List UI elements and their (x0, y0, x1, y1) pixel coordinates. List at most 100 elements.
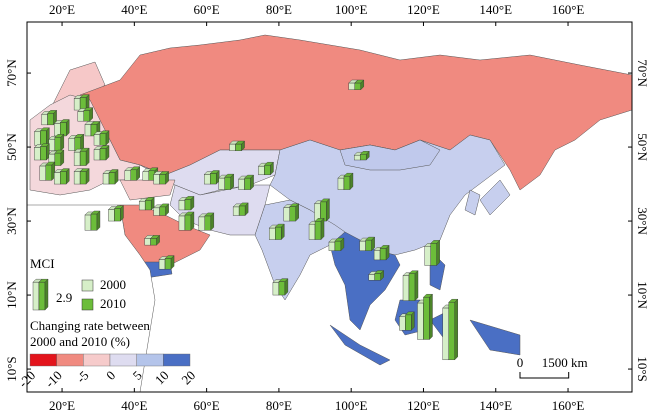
mci-2010-bar-part (270, 161, 274, 176)
mci-2000-bar-part (153, 207, 160, 216)
mci-2000-bar-part (417, 302, 424, 340)
mci-2000-bar-part (238, 178, 245, 190)
mci-2010-bar-part (165, 203, 169, 216)
mci-2000-bar-part (54, 123, 61, 137)
mci-2010-bar (204, 212, 215, 231)
mci-2000-bar-part (348, 82, 355, 90)
lat-tick-label: 10°N (4, 281, 19, 309)
mci-2000-bar-part (48, 139, 56, 151)
mci-2010-bar-part (96, 210, 101, 231)
map-frame (26, 21, 633, 393)
mci-2000-bar-part (373, 250, 381, 261)
lat-tick-label: 70°N (635, 59, 650, 87)
mci-2010-bar-part (430, 243, 437, 266)
mci-2010-bar-part (360, 79, 364, 91)
lon-tick-label: 20°E (49, 398, 75, 413)
mci-2010-bar (404, 311, 415, 331)
region-japan (479, 179, 511, 216)
mci-2010-bar-part (334, 240, 342, 251)
scale-bar-label: 1500 km (542, 355, 588, 370)
mci-2010-bar (359, 150, 370, 161)
mci-2010-bar-part (244, 202, 249, 216)
mci-2000-bar-part (54, 172, 61, 185)
mci-2010-bar-part (210, 212, 215, 231)
lon-tick-label: 40°E (121, 398, 147, 413)
mci-2000-bar-part (34, 131, 41, 146)
mci-2010-bar (39, 143, 50, 161)
mci-2010-bar-part (150, 196, 155, 211)
mci-2010-bar-part (60, 149, 65, 167)
mci-2010-bar-part (40, 130, 47, 146)
scale-bar-zero: 0 (517, 355, 524, 370)
legend-2010-swatch (81, 298, 94, 311)
mci-2010-bar-part (320, 217, 325, 241)
mci-2000-bar-part (272, 282, 280, 296)
mci-2000-bar-part (41, 114, 48, 126)
lon-tick-label: 60°E (194, 398, 220, 413)
mci-2010-bar-part (66, 119, 70, 137)
mci-2010-bar (314, 217, 325, 241)
lon-tick-label: 60°E (194, 2, 220, 17)
mci-2000-bar-part (368, 274, 375, 281)
mci-2010-bar-part (83, 110, 90, 122)
legend-reference-bar-part (32, 281, 40, 311)
mci-2010-bar (99, 145, 110, 161)
mci-2010-bar-part (454, 298, 458, 361)
mci-2000-bar-part (73, 171, 81, 185)
mci-2010-bar-part (224, 176, 231, 190)
mci-2010-bar-part (99, 133, 107, 146)
lon-tick-label: 120°E (407, 398, 440, 413)
mci-2010-bar-part (130, 169, 137, 181)
legend-rate-title: 2000 and 2010 (%) (30, 334, 130, 349)
mci-2010-bar-part (289, 206, 296, 222)
lat-tick-label: 10°S (4, 356, 19, 381)
mci-2000-bar-part (204, 174, 211, 185)
mci-2010-bar-part (108, 172, 116, 185)
mci-2010-bar-part (85, 94, 90, 111)
mci-2010-bar-part (349, 172, 354, 191)
mci-2010-bar-part (366, 150, 370, 161)
mci-2010-bar-part (235, 143, 242, 151)
mci-2010-bar-part (238, 205, 246, 216)
mci-2010-bar-part (184, 199, 192, 211)
mci-2010-bar-part (150, 238, 157, 246)
mci-2010-bar-part (295, 203, 299, 222)
mci-2000-bar-part (144, 238, 151, 246)
mci-2010-bar (274, 223, 285, 241)
mci-2010-bar (79, 168, 90, 185)
mci-2000-bar-part (218, 177, 225, 190)
legend-reference-bar-part (38, 281, 46, 311)
mci-2010-bar-part (448, 302, 455, 361)
legend-2000-swatch (81, 279, 94, 292)
mci-2010-bar (54, 133, 65, 152)
mci-2010-bar (164, 255, 175, 270)
mci-2000-bar-part (73, 98, 81, 111)
lon-tick-label: 140°E (479, 398, 512, 413)
mci-2010-bar-part (374, 273, 381, 281)
mci-2010-bar-part (314, 221, 322, 240)
mci-2010-bar (184, 211, 195, 231)
mci-2010-bar (159, 170, 170, 185)
mci-2000-bar-part (328, 241, 336, 251)
mci-2010-bar (59, 119, 70, 137)
mci-2010-bar-part (343, 175, 351, 190)
mci-2010-bar (39, 127, 50, 146)
color-scale-swatch (29, 353, 57, 367)
region-new-guinea (469, 319, 521, 356)
mci-2010-bar (209, 170, 220, 185)
mci-2010-bar (99, 130, 110, 146)
lat-tick-label: 70°N (4, 59, 19, 87)
mci-2010-bar-part (165, 170, 169, 185)
lon-tick-label: 100°E (335, 2, 368, 17)
legend-2000-label: 2000 (100, 277, 126, 292)
color-scale-swatch (163, 353, 191, 367)
legend-reference-label: 2.9 (56, 290, 72, 305)
mci-2010-bar (159, 203, 170, 216)
mci-2000-bar-part (153, 174, 160, 185)
mci-2010-bar (130, 166, 141, 181)
mci-2010-bar-part (190, 195, 195, 211)
mci-2010-bar-part (380, 270, 384, 281)
mci-2000-bar-part (229, 143, 236, 151)
mci-2010-bar (244, 174, 255, 191)
